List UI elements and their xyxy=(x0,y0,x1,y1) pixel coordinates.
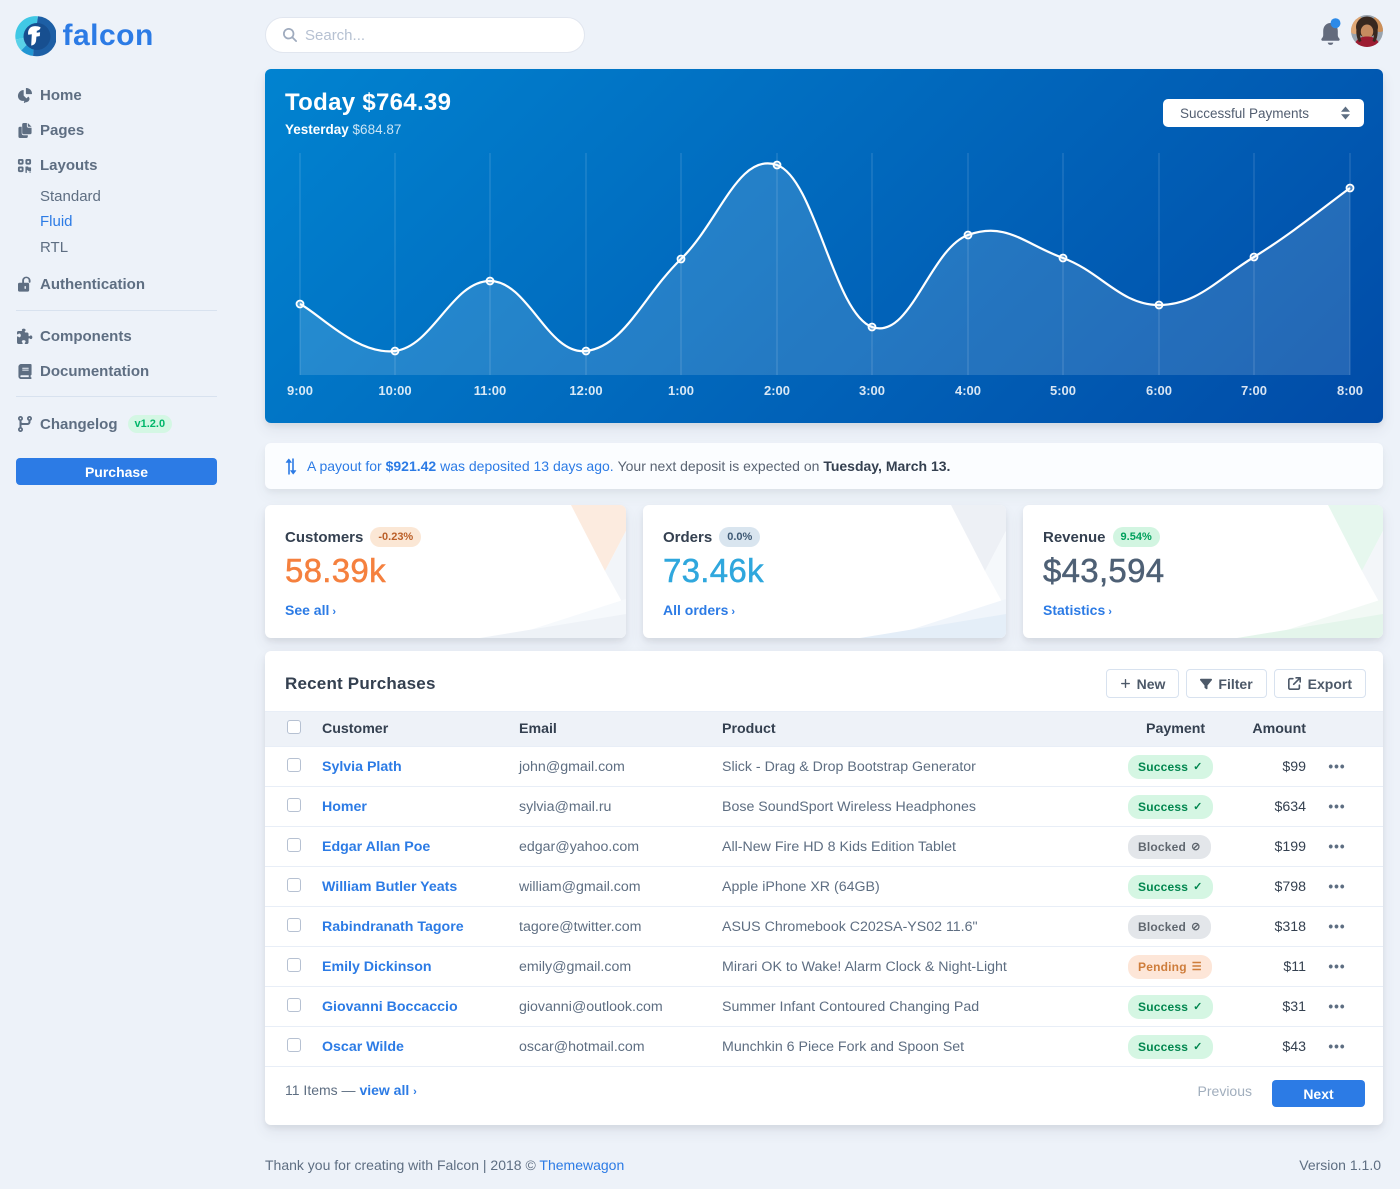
svg-text:11:00: 11:00 xyxy=(474,383,507,398)
svg-text:4:00: 4:00 xyxy=(955,383,981,398)
svg-text:5:00: 5:00 xyxy=(1050,383,1076,398)
svg-text:1:00: 1:00 xyxy=(668,383,694,398)
svg-text:12:00: 12:00 xyxy=(569,383,602,398)
svg-text:7:00: 7:00 xyxy=(1241,383,1267,398)
svg-text:8:00: 8:00 xyxy=(1337,383,1363,398)
svg-text:9:00: 9:00 xyxy=(287,383,313,398)
svg-text:3:00: 3:00 xyxy=(859,383,885,398)
svg-text:10:00: 10:00 xyxy=(378,383,411,398)
svg-text:6:00: 6:00 xyxy=(1146,383,1172,398)
svg-text:2:00: 2:00 xyxy=(764,383,790,398)
